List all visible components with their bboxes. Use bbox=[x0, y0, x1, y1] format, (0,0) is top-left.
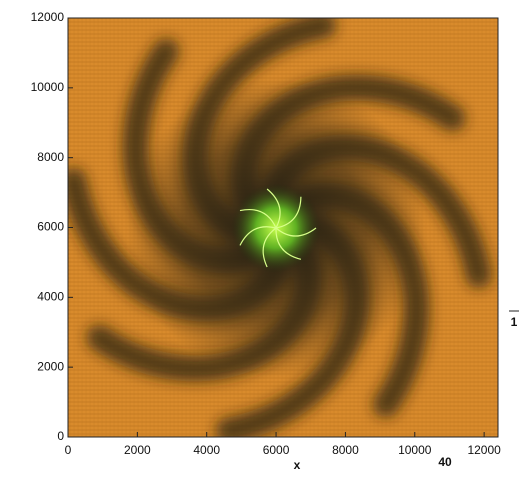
x-tick-label: 4000 bbox=[193, 443, 220, 457]
y-tick-label: 10000 bbox=[31, 80, 65, 94]
x-tick-label: 0 bbox=[65, 443, 72, 457]
x-tick-label: 12000 bbox=[467, 443, 501, 457]
y-tick-label: 6000 bbox=[37, 220, 64, 234]
x-tick-label: 8000 bbox=[332, 443, 359, 457]
x-axis-label: x bbox=[294, 458, 301, 472]
x-tick-label: 2000 bbox=[124, 443, 151, 457]
y-tick-label: 8000 bbox=[37, 150, 64, 164]
page: 0 2000 4000 6000 8000 10000 12000 0 2000 4000 6000… bbox=[0, 0, 529, 480]
x-tick-label: 6000 bbox=[263, 443, 290, 457]
reference-scale-label: 1 bbox=[511, 315, 518, 329]
y-tick-label: 12000 bbox=[31, 10, 65, 24]
y-tick-label: 4000 bbox=[37, 290, 64, 304]
chart: 0 2000 4000 6000 8000 10000 12000 0 2000 4000 6000… bbox=[0, 0, 529, 475]
reference-vector-label: 40 bbox=[438, 455, 452, 469]
plot-area bbox=[68, 18, 498, 437]
y-tick-label: 2000 bbox=[37, 359, 64, 373]
x-tick-label: 10000 bbox=[398, 443, 432, 457]
y-tick-label: 0 bbox=[57, 429, 64, 443]
